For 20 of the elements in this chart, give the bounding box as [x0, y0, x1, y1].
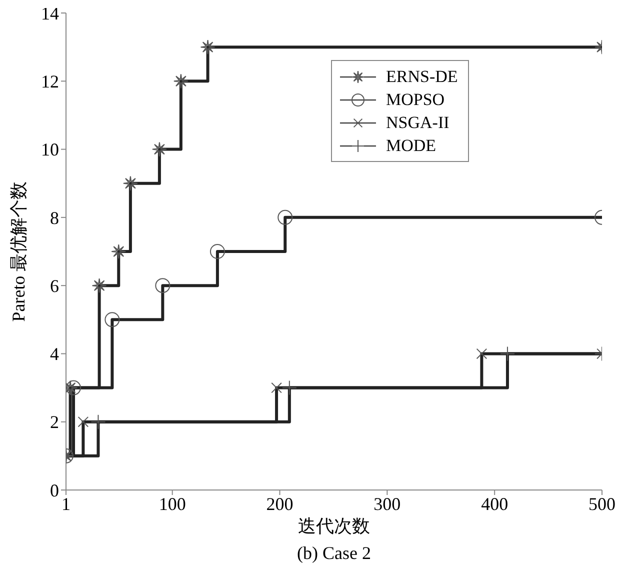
y-axis-title: Pareto 最优解个数: [8, 181, 28, 322]
legend-label: ERNS-DE: [386, 66, 458, 86]
x-axis-title: 迭代次数: [298, 516, 370, 536]
text: (b) Case 2: [296, 542, 372, 564]
y-tick-label: 0: [50, 480, 59, 500]
legend-label: MODE: [386, 136, 436, 156]
x-tick-label: 100: [158, 494, 186, 514]
x-tick-label: 500: [588, 494, 616, 514]
x-tick-label: 400: [481, 494, 508, 514]
y-tick-label: 4: [50, 344, 59, 364]
y-tick-label: 8: [50, 208, 59, 228]
x-tick-label: 1: [62, 494, 70, 514]
x-tick-label: 300: [374, 494, 401, 514]
y-tick-label: 2: [50, 412, 59, 432]
legend-label: NSGA-II: [386, 112, 450, 132]
legend-label: MOPSO: [386, 90, 445, 110]
y-tick-label: 12: [41, 72, 59, 92]
y-tick-label: 10: [41, 140, 59, 160]
y-tick-label: 6: [50, 276, 59, 296]
x-tick-label: 200: [266, 494, 294, 514]
